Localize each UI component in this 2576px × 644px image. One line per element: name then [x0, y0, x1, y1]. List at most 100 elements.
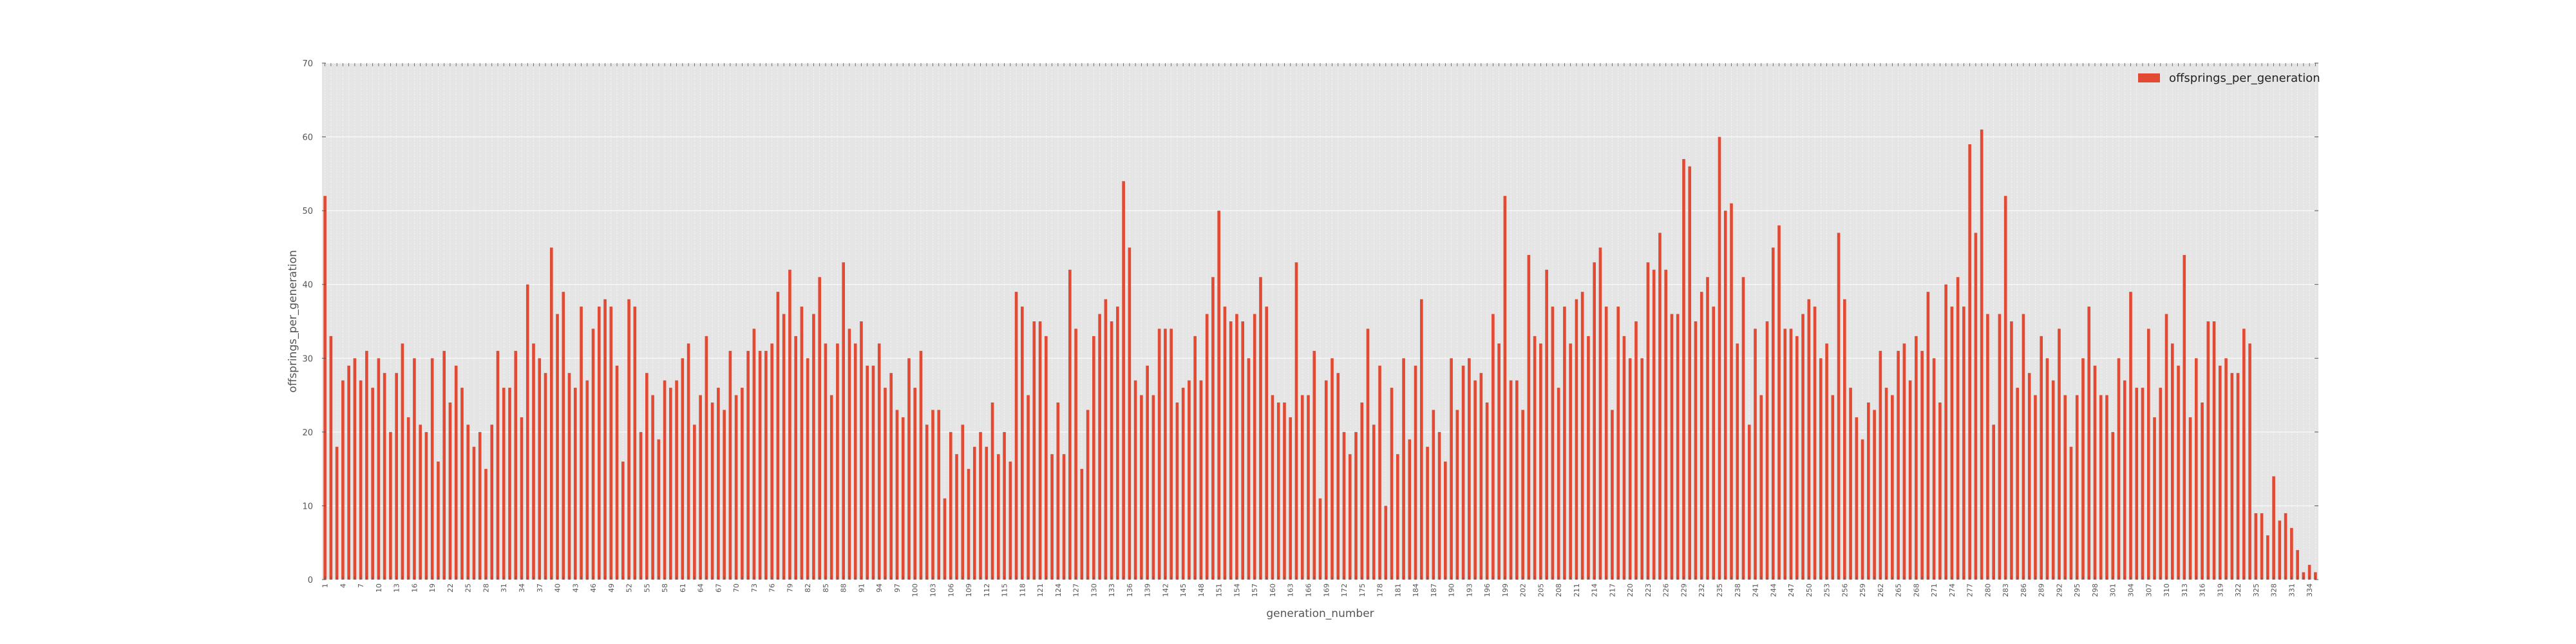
bar — [406, 417, 410, 580]
x-tick-label: 88 — [840, 583, 848, 592]
bar — [1300, 395, 1304, 580]
bar — [2164, 314, 2168, 580]
bar — [1003, 431, 1006, 580]
bar — [895, 410, 899, 580]
bar — [1217, 211, 1220, 580]
bar — [1801, 314, 1804, 580]
bar — [1461, 365, 1465, 580]
bar — [1497, 343, 1501, 580]
bar — [1884, 388, 1888, 580]
bar — [1747, 424, 1751, 580]
bar — [419, 424, 422, 580]
bar — [663, 380, 667, 580]
bar — [1527, 254, 1531, 580]
x-tick-label: 205 — [1537, 583, 1545, 597]
bar — [549, 247, 553, 580]
bar — [1515, 380, 1519, 580]
x-tick-label: 58 — [661, 583, 669, 592]
bar — [1485, 402, 1489, 580]
x-tick-label: 103 — [929, 583, 938, 597]
x-tick-label: 178 — [1376, 583, 1385, 597]
bar — [657, 439, 661, 580]
bar — [758, 350, 762, 580]
bar — [705, 336, 708, 580]
bar — [1038, 321, 1042, 580]
bar — [597, 307, 601, 580]
x-tick-label: 13 — [393, 583, 401, 592]
bar — [335, 446, 339, 580]
x-tick-label: 229 — [1680, 583, 1688, 597]
x-tick-label: 220 — [1626, 583, 1634, 597]
x-tick-label: 145 — [1179, 583, 1188, 597]
bar — [1468, 358, 1471, 580]
bar — [972, 446, 976, 580]
bar — [1837, 232, 1841, 580]
bar — [347, 365, 350, 580]
x-tick-label: 76 — [768, 583, 777, 592]
bar — [734, 395, 738, 580]
bar — [925, 424, 929, 580]
bar — [1646, 262, 1650, 580]
x-tick-label: 73 — [750, 583, 759, 592]
bar — [1492, 314, 1495, 580]
bar — [848, 328, 851, 580]
bar — [1557, 388, 1560, 580]
bar — [1455, 410, 1459, 580]
bar — [877, 343, 881, 580]
bar — [1056, 402, 1060, 580]
x-tick-label: 142 — [1161, 583, 1170, 597]
bar — [1891, 395, 1894, 580]
x-tick-label: 115 — [1001, 583, 1009, 597]
bar — [383, 373, 386, 580]
x-tick-label: 193 — [1465, 583, 1473, 597]
bar — [1360, 402, 1364, 580]
bar — [1378, 365, 1381, 580]
bar — [937, 410, 941, 580]
x-tick-label: 37 — [536, 583, 544, 592]
x-tick-label: 97 — [893, 583, 902, 592]
bar — [1450, 358, 1453, 580]
bar — [752, 328, 756, 580]
bar — [1587, 336, 1590, 580]
bar — [359, 380, 363, 580]
x-tick-label: 232 — [1698, 583, 1706, 597]
bar — [1688, 166, 1692, 580]
x-tick-label: 202 — [1519, 583, 1528, 597]
bar — [842, 262, 846, 580]
bar — [746, 350, 750, 580]
x-tick-label: 250 — [1805, 583, 1814, 597]
bar — [1676, 314, 1680, 580]
legend: offsprings_per_generation — [2138, 71, 2320, 85]
bar — [627, 299, 630, 580]
bar — [1926, 292, 1930, 580]
bar — [556, 314, 559, 580]
x-tick-label: 172 — [1340, 583, 1349, 597]
x-tick-label: 10 — [375, 583, 383, 592]
x-tick-label: 286 — [2020, 583, 2028, 597]
bar — [2058, 328, 2061, 580]
bar — [710, 402, 714, 580]
bar — [693, 424, 696, 580]
bar — [1569, 343, 1572, 580]
bar — [955, 454, 958, 580]
x-tick-label: 283 — [2002, 583, 2010, 597]
bar — [2254, 513, 2258, 580]
bar — [824, 343, 828, 580]
x-tick-label: 148 — [1197, 583, 1206, 597]
bar — [913, 388, 917, 580]
x-tick-label: 166 — [1304, 583, 1312, 597]
bar — [2123, 380, 2126, 580]
bar — [1235, 314, 1238, 580]
bar — [949, 431, 952, 580]
bar — [1068, 269, 1072, 580]
bar — [1640, 358, 1644, 580]
bar — [1318, 498, 1322, 580]
x-tick-label: 40 — [554, 583, 562, 592]
bar — [1283, 402, 1286, 580]
bar — [615, 365, 619, 580]
bar — [496, 350, 500, 580]
bar — [1723, 211, 1727, 580]
x-tick-label: 22 — [446, 583, 455, 592]
bar — [401, 343, 404, 580]
bar — [651, 395, 654, 580]
